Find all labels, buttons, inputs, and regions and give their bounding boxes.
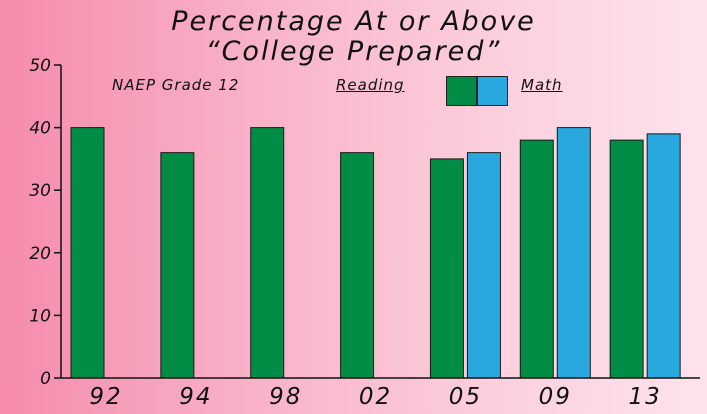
legend-swatch-reading — [446, 76, 477, 106]
chart-title-line-2: “College Prepared” — [205, 36, 502, 67]
bar-reading-98 — [250, 127, 285, 379]
x-tick-label-02: 02 — [359, 384, 392, 410]
y-axis-ticks: 0 10 20 30 40 50 — [29, 56, 61, 389]
bar-math-05 — [466, 152, 501, 379]
legend-label-math: Math — [521, 76, 563, 94]
bar-math-09 — [556, 127, 591, 379]
bar-reading-13 — [609, 139, 644, 379]
y-tick-label-20: 20 — [29, 244, 51, 264]
legend-label-reading: Reading — [336, 76, 405, 94]
x-tick-label-09: 09 — [539, 384, 572, 410]
x-tick-label-94: 94 — [179, 384, 212, 410]
legend-swatch-math — [477, 76, 508, 106]
y-tick-label-0: 0 — [40, 369, 51, 389]
x-tick-label-98: 98 — [269, 384, 302, 410]
bars — [70, 127, 681, 379]
x-tick-label-92: 92 — [89, 384, 122, 410]
bar-math-13 — [646, 133, 681, 379]
x-tick-label-13: 13 — [629, 384, 662, 410]
y-tick-label-10: 10 — [29, 306, 51, 326]
x-axis-labels: 92 94 98 02 05 09 13 — [89, 384, 662, 410]
bar-reading-92 — [70, 127, 105, 379]
x-tick-label-05: 05 — [449, 384, 482, 410]
y-tick-label-50: 50 — [29, 56, 51, 76]
chart-title-line-1: Percentage At or Above — [171, 6, 536, 37]
chart-subtitle: NAEP Grade 12 — [112, 76, 240, 94]
bar-reading-94 — [160, 152, 195, 379]
bar-reading-02 — [340, 152, 375, 379]
bar-reading-09 — [519, 139, 554, 379]
y-tick-label-30: 30 — [29, 181, 51, 201]
y-tick-label-40: 40 — [29, 119, 51, 139]
bar-reading-05 — [429, 158, 464, 379]
